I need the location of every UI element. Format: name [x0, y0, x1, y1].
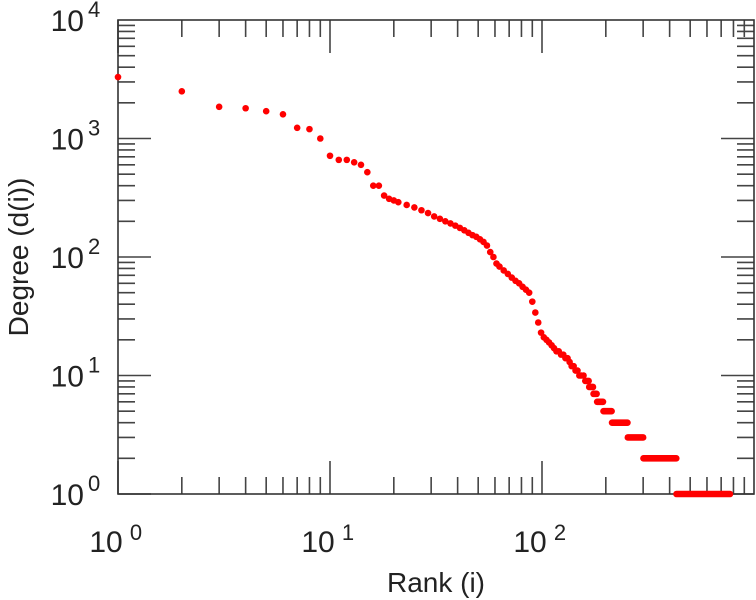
- axis-ticks: [117, 20, 754, 495]
- y-tick-exponent: 0: [88, 471, 100, 496]
- y-tick-exponent: 2: [88, 234, 100, 259]
- data-point: [369, 182, 377, 189]
- data-point: [418, 206, 425, 214]
- y-tick-exponent: 4: [88, 0, 100, 22]
- y-tick-label: 10: [51, 124, 84, 157]
- data-point: [580, 372, 587, 379]
- x-tick-exponent: 1: [342, 520, 354, 545]
- data-point: [411, 204, 418, 211]
- y-tick-label: 10: [51, 5, 84, 38]
- data-point: [279, 111, 287, 118]
- x-tick-label: 10: [301, 526, 334, 559]
- data-point: [380, 192, 388, 199]
- data-point: [534, 319, 542, 326]
- data-point: [215, 103, 223, 111]
- y-tick-label: 10: [51, 361, 84, 394]
- data-point: [496, 263, 503, 270]
- x-tick-exponent: 2: [554, 520, 566, 545]
- data-point: [178, 88, 186, 95]
- data-point: [436, 215, 444, 223]
- data-point: [293, 124, 301, 132]
- x-tick-label: 10: [513, 526, 546, 559]
- data-point: [343, 156, 351, 164]
- data-point: [306, 125, 313, 133]
- data-point: [424, 209, 432, 217]
- x-tick-exponent: 0: [130, 520, 142, 545]
- data-point: [525, 289, 533, 296]
- data-point: [242, 104, 249, 112]
- y-axis-title: Degree (d(i)): [3, 178, 34, 337]
- data-point: [364, 168, 371, 176]
- data-point: [585, 377, 592, 385]
- data-point: [483, 242, 491, 249]
- y-tick-label: 10: [51, 479, 84, 512]
- data-point: [357, 161, 365, 169]
- data-point: [486, 248, 494, 256]
- data-point: [262, 107, 270, 115]
- x-tick-label: 10: [89, 526, 122, 559]
- data-point: [528, 298, 536, 305]
- data-point: [532, 309, 539, 316]
- y-tick-exponent: 1: [88, 353, 100, 378]
- data-points: [114, 73, 734, 498]
- data-point: [375, 182, 383, 189]
- data-point: [490, 253, 497, 261]
- plot-frame: [117, 19, 755, 495]
- y-tick-label: 10: [51, 242, 84, 275]
- data-point: [114, 73, 122, 81]
- x-tick-labels: 10 0 10 1 10 2: [89, 520, 566, 559]
- data-point: [403, 201, 410, 209]
- data-point: [326, 152, 334, 160]
- x-axis-title: Rank (i): [387, 567, 485, 598]
- data-point: [442, 218, 449, 225]
- data-point: [350, 158, 358, 166]
- y-tick-exponent: 3: [88, 116, 100, 141]
- data-point: [395, 198, 402, 206]
- data-point: [430, 213, 438, 220]
- data-point: [335, 156, 343, 164]
- data-point: [316, 135, 324, 142]
